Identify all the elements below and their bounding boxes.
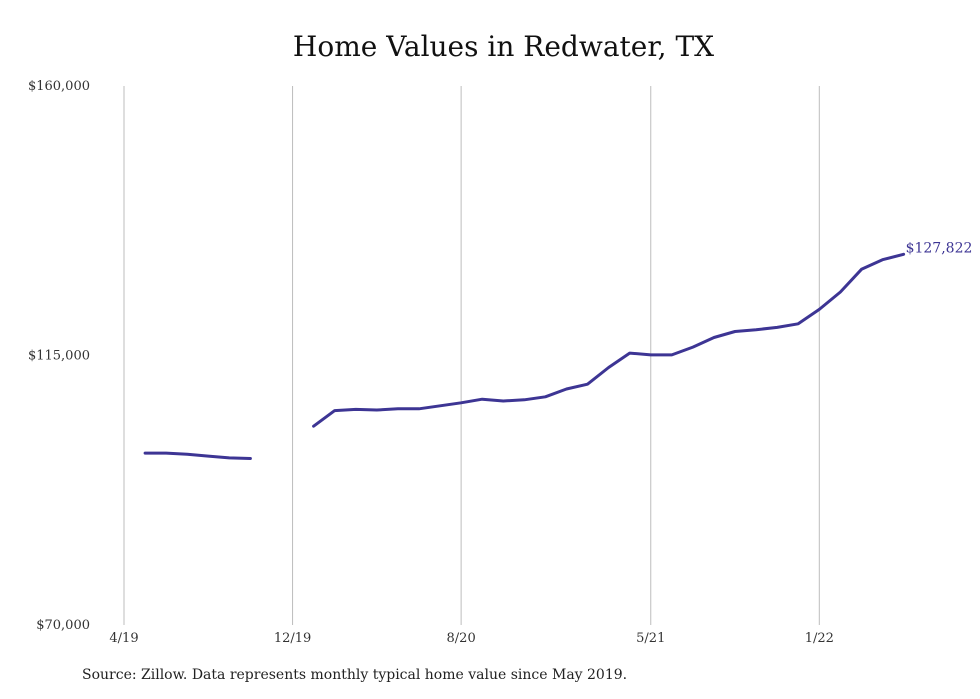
x-tick-label: 5/21 <box>636 631 665 646</box>
y-tick-label: $160,000 <box>28 79 90 94</box>
y-tick-label: $115,000 <box>28 349 90 364</box>
series-line-segment <box>143 451 252 460</box>
x-axis-ticks: 4/19 12/19 8/20 5/21 1/22 <box>109 631 834 646</box>
x-tick-label: 12/19 <box>274 631 311 646</box>
series-line-segment <box>312 252 906 428</box>
y-tick-label: $70,000 <box>36 618 90 633</box>
x-tick-label: 1/22 <box>805 631 834 646</box>
x-tick-label: 8/20 <box>447 631 476 646</box>
series-lines <box>143 252 906 460</box>
y-axis-ticks: $160,000 $115,000 $70,000 <box>28 79 90 633</box>
x-tick-label: 4/19 <box>109 631 138 646</box>
gridlines <box>123 86 820 625</box>
chart-title: Home Values in Redwater, TX <box>292 30 715 63</box>
source-note: Source: Zillow. Data represents monthly … <box>82 667 628 683</box>
end-value-label: $127,822 <box>906 240 973 256</box>
